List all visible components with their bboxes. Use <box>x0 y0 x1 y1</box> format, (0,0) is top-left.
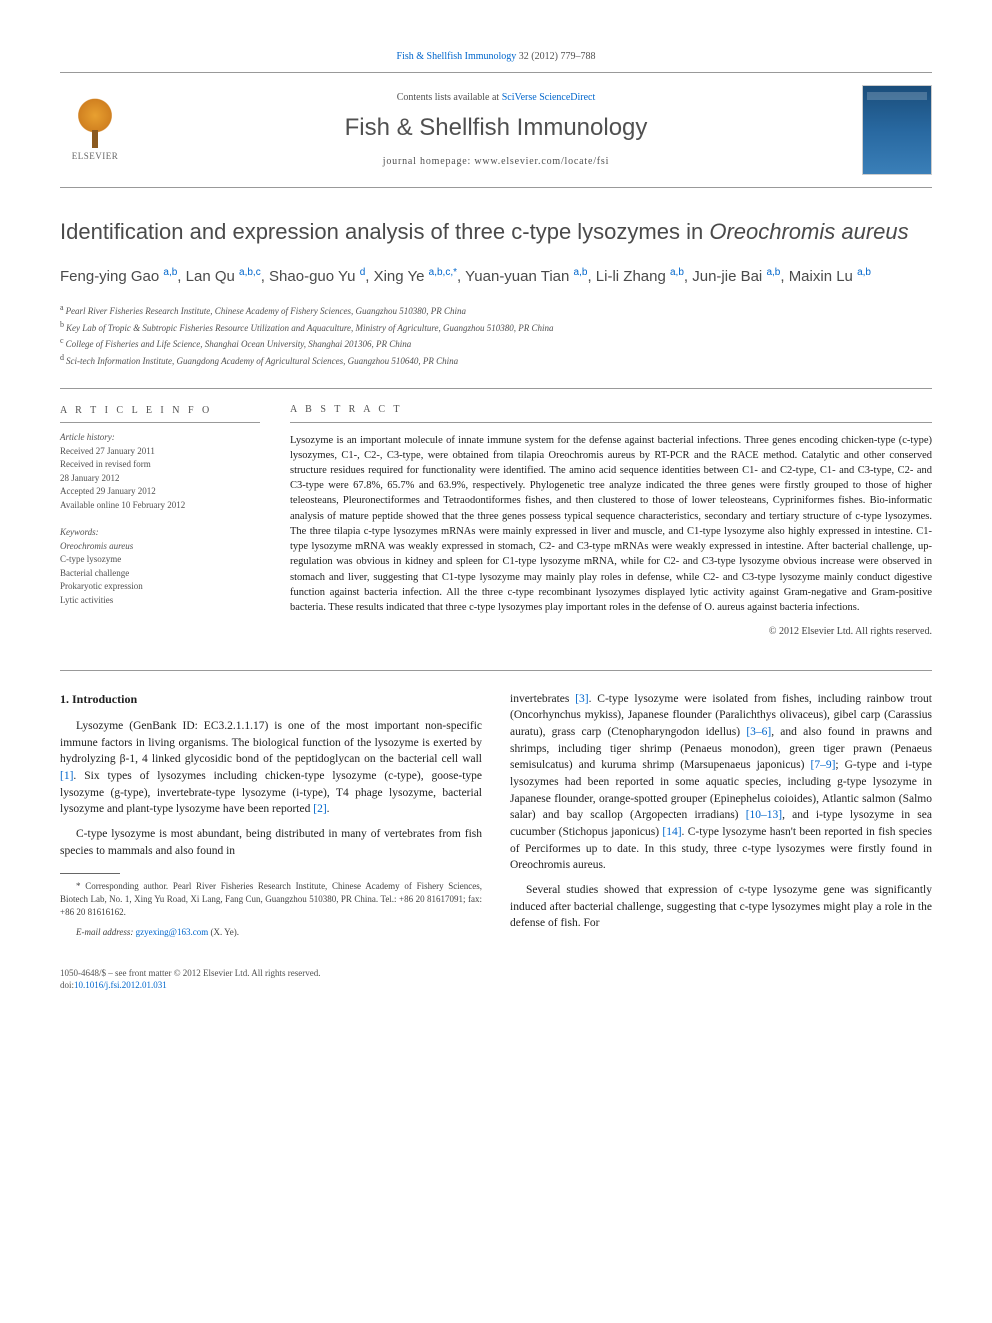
col2-p1: invertebrates [3]. C-type lysozyme were … <box>510 691 932 874</box>
journal-homepage: journal homepage: www.elsevier.com/locat… <box>130 155 862 169</box>
body-column-right: invertebrates [3]. C-type lysozyme were … <box>510 691 932 947</box>
contents-line: Contents lists available at SciVerse Sci… <box>130 91 862 105</box>
email-footnote: E-mail address: gzyexing@163.com (X. Ye)… <box>60 926 482 939</box>
ref-10-13-link[interactable]: [10–13] <box>746 809 782 821</box>
keyword-item: Prokaryotic expression <box>60 580 260 594</box>
intro-p2: C-type lysozyme is most abundant, being … <box>60 826 482 859</box>
online-date: Available online 10 February 2012 <box>60 499 260 513</box>
email-suffix: (X. Ye). <box>208 927 239 937</box>
author: Yuan-yuan Tian a,b <box>465 268 587 285</box>
corresponding-star-icon: * <box>453 267 457 278</box>
affiliation-line: b Key Lab of Tropic & Subtropic Fisherie… <box>60 319 932 336</box>
p1-text-a: Lysozyme (GenBank ID: EC3.2.1.1.17) is o… <box>60 720 482 765</box>
keyword-item: Lytic activities <box>60 594 260 608</box>
p1-text-c: . <box>327 803 330 815</box>
ref-7-9-link[interactable]: [7–9] <box>811 759 836 771</box>
received-date: Received 27 January 2011 <box>60 445 260 459</box>
abstract-text: Lysozyme is an important molecule of inn… <box>290 433 932 616</box>
publisher-name: ELSEVIER <box>72 150 119 163</box>
sciencedirect-link[interactable]: SciVerse ScienceDirect <box>502 92 596 103</box>
col2-p2: Several studies showed that expression o… <box>510 882 932 932</box>
author-affiliation-sup: d <box>360 267 366 278</box>
affiliation-line: a Pearl River Fisheries Research Institu… <box>60 302 932 319</box>
affiliation-key: b <box>60 320 66 329</box>
author-affiliation-sup: a,b,c, <box>429 267 453 278</box>
doi-link[interactable]: 10.1016/j.fsi.2012.01.031 <box>74 980 167 990</box>
author: Maixin Lu a,b <box>789 268 871 285</box>
issn-line: 1050-4648/$ – see front matter © 2012 El… <box>60 967 932 980</box>
author: Jun-jie Bai a,b <box>692 268 780 285</box>
citation-journal-link[interactable]: Fish & Shellfish Immunology <box>397 51 517 62</box>
author-affiliation-sup: a,b <box>857 267 871 278</box>
author-affiliation-sup: a,b <box>766 267 780 278</box>
author: Lan Qu a,b,c <box>186 268 261 285</box>
journal-header-panel: ELSEVIER Contents lists available at Sci… <box>60 72 932 188</box>
abstract-column: A B S T R A C T Lysozyme is an important… <box>290 403 932 640</box>
doi-label: doi: <box>60 980 74 990</box>
journal-title: Fish & Shellfish Immunology <box>130 111 862 145</box>
authors-list: Feng-ying Gao a,b, Lan Qu a,b,c, Shao-gu… <box>60 265 932 289</box>
article-title: Identification and expression analysis o… <box>60 218 932 247</box>
journal-cover-thumbnail <box>862 85 932 175</box>
author: Feng-ying Gao a,b <box>60 268 177 285</box>
intro-p1: Lysozyme (GenBank ID: EC3.2.1.1.17) is o… <box>60 718 482 818</box>
title-plain: Identification and expression analysis o… <box>60 219 709 244</box>
keyword-item: C-type lysozyme <box>60 553 260 567</box>
body-column-left: 1. Introduction Lysozyme (GenBank ID: EC… <box>60 691 482 947</box>
article-info-sidebar: A R T I C L E I N F O Article history: R… <box>60 403 260 640</box>
p1-text-b: . Six types of lysozymes including chick… <box>60 770 482 815</box>
keywords-label: Keywords: <box>60 526 260 540</box>
affiliation-line: d Sci-tech Information Institute, Guangd… <box>60 352 932 369</box>
ref-3-link[interactable]: [3] <box>575 693 588 705</box>
footnote-text: Corresponding author. Pearl River Fisher… <box>60 881 482 916</box>
citation-vol: 32 (2012) 779–788 <box>516 51 595 62</box>
ref-1-link[interactable]: [1] <box>60 770 73 782</box>
bottom-info: 1050-4648/$ – see front matter © 2012 El… <box>60 967 932 992</box>
contents-prefix: Contents lists available at <box>397 92 502 103</box>
corresponding-footnote: * Corresponding author. Pearl River Fish… <box>60 880 482 918</box>
revised-label: Received in revised form <box>60 458 260 472</box>
ref-3-6-link[interactable]: [3–6] <box>746 726 771 738</box>
keyword-item: Bacterial challenge <box>60 567 260 581</box>
c2-a: invertebrates <box>510 693 575 705</box>
ref-14-link[interactable]: [14] <box>662 826 681 838</box>
affiliation-key: d <box>60 353 66 362</box>
keyword-item: Oreochromis aureus <box>60 540 260 554</box>
affiliations-list: a Pearl River Fisheries Research Institu… <box>60 302 932 368</box>
email-link[interactable]: gzyexing@163.com <box>136 927 209 937</box>
affiliation-line: c College of Fisheries and Life Science,… <box>60 335 932 352</box>
footnote-separator <box>60 873 120 874</box>
email-label: E-mail address: <box>76 927 136 937</box>
elsevier-tree-icon <box>70 98 120 148</box>
section-1-title: 1. Introduction <box>60 691 482 708</box>
elsevier-logo: ELSEVIER <box>60 98 130 163</box>
abstract-header: A B S T R A C T <box>290 403 932 423</box>
author-affiliation-sup: a,b,c <box>239 267 261 278</box>
author: Shao-guo Yu d <box>269 268 365 285</box>
title-species: Oreochromis aureus <box>709 219 908 244</box>
author: Li-li Zhang a,b <box>596 268 684 285</box>
accepted-date: Accepted 29 January 2012 <box>60 485 260 499</box>
author-affiliation-sup: a,b <box>670 267 684 278</box>
affiliation-key: a <box>60 303 66 312</box>
article-info-header: A R T I C L E I N F O <box>60 403 260 423</box>
revised-date: 28 January 2012 <box>60 472 260 486</box>
history-label: Article history: <box>60 431 260 445</box>
copyright-line: © 2012 Elsevier Ltd. All rights reserved… <box>290 625 932 640</box>
author-affiliation-sup: a,b <box>574 267 588 278</box>
ref-2-link[interactable]: [2] <box>313 803 326 815</box>
author-affiliation-sup: a,b <box>163 267 177 278</box>
affiliation-key: c <box>60 336 66 345</box>
author: Xing Ye a,b,c,* <box>374 268 457 285</box>
header-citation: Fish & Shellfish Immunology 32 (2012) 77… <box>60 50 932 64</box>
